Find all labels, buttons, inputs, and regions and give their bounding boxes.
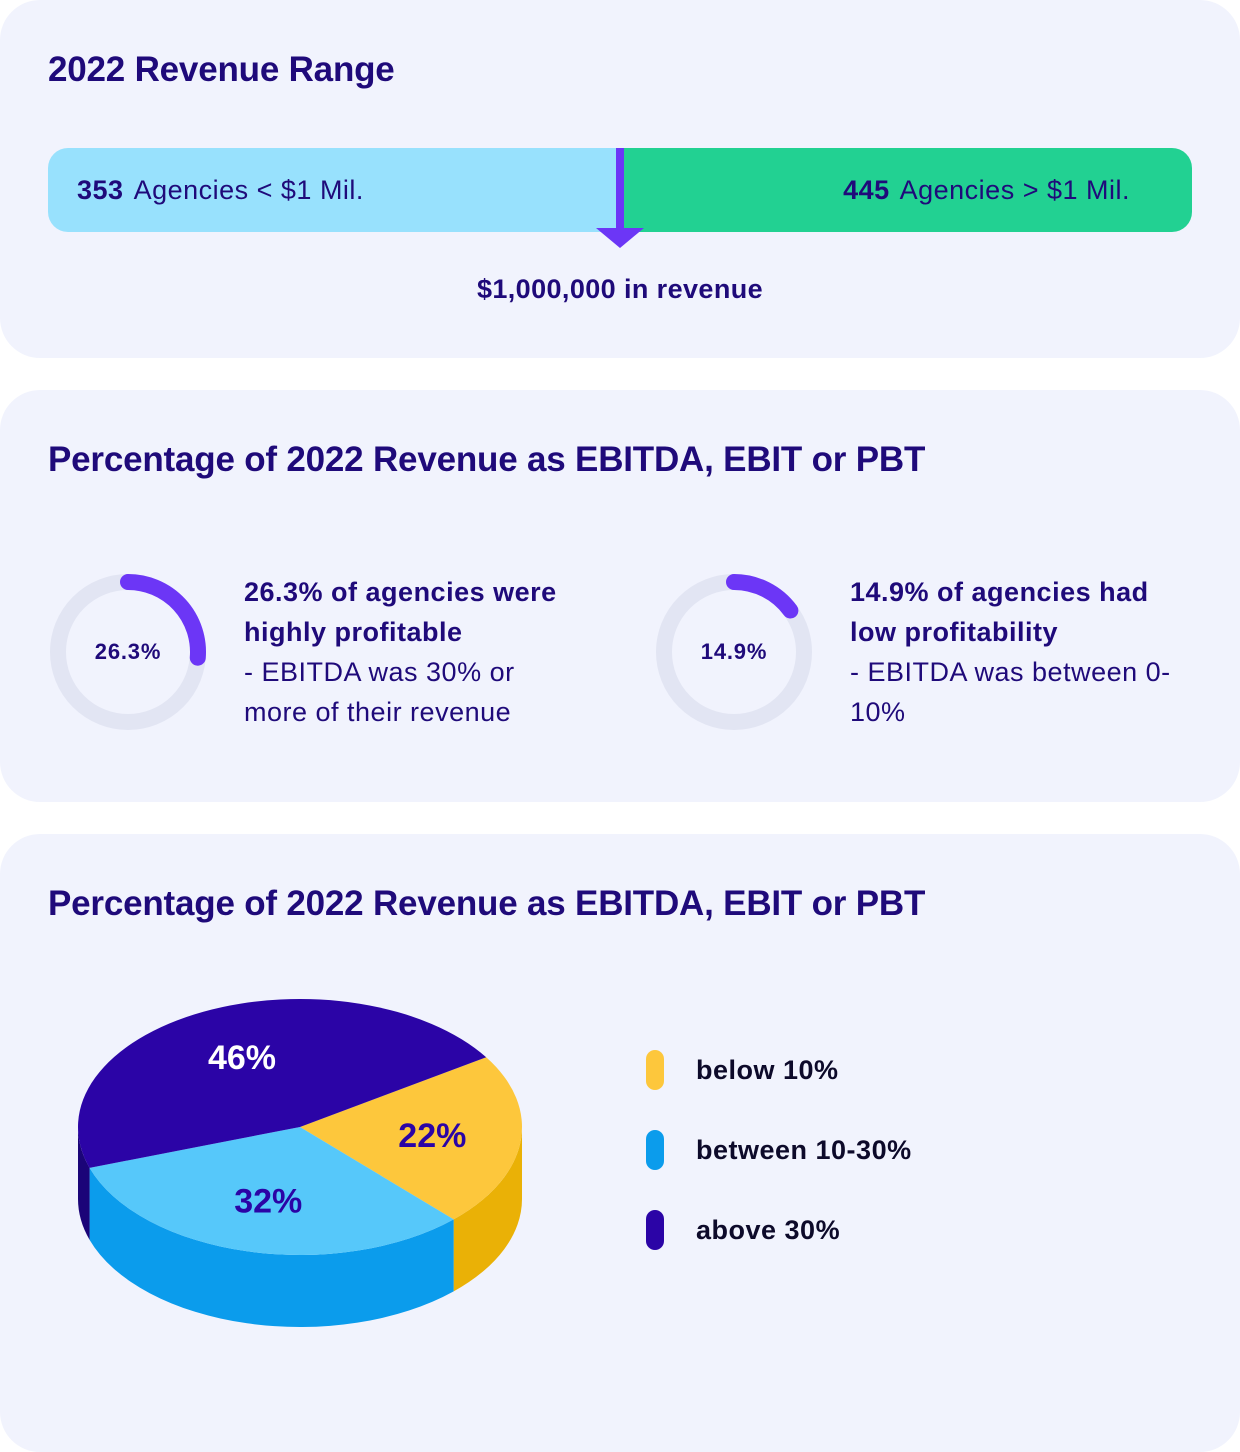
pie-slice-below-10 (300, 1057, 523, 1220)
donut-high-arc (120, 574, 206, 666)
legend-label-above-30: above 30% (696, 1214, 841, 1245)
range-above-text: Agencies > $1 Mil. (899, 174, 1130, 205)
legend-swatch-above-30 (646, 1210, 664, 1250)
pie-slice-between-10-30 (89, 1127, 454, 1255)
range-above-count: 445 (843, 174, 890, 205)
donut-low-value: 14.9% (700, 639, 768, 664)
legend-swatch-between-10-30 (646, 1130, 664, 1170)
threshold-arrow-icon (596, 228, 644, 248)
range-segment-below: 353 Agencies < $1 Mil. (48, 148, 620, 232)
revenue-range-title: 2022 Revenue Range (48, 50, 395, 89)
threshold-marker-line (616, 148, 624, 232)
stat-high-description: - EBITDA was 30% or more of their revenu… (244, 657, 515, 727)
pie-side-below-10 (453, 1127, 522, 1292)
profitability-title: Percentage of 2022 Revenue as EBITDA, EB… (48, 440, 926, 479)
donut-chart-low: 14.9% (654, 572, 814, 732)
donut-chart-high: 26.3% (48, 572, 208, 732)
profitability-card (0, 390, 1240, 802)
stat-low-description: - EBITDA was between 0-10% (850, 657, 1171, 727)
pie-label-below-10: 22% (398, 1117, 466, 1155)
pie-side-between-10-30 (89, 1167, 454, 1327)
legend-item-above-30: above 30% (646, 1210, 1066, 1250)
legend-item-between-10-30: between 10-30% (646, 1130, 1066, 1170)
pie-slice-above-30 (77, 998, 487, 1168)
pie-chart: 22% 32% 46% (77, 998, 523, 1327)
revenue-range-bar: 353 Agencies < $1 Mil. 445 Agencies > $1… (48, 148, 1192, 232)
pie-label-above-30: 46% (208, 1039, 276, 1077)
donut-low-svg (656, 574, 812, 730)
distribution-title: Percentage of 2022 Revenue as EBITDA, EB… (48, 884, 926, 923)
legend-swatch-below-10 (646, 1050, 664, 1090)
stat-low-text: 14.9% of agencies had low profitability … (850, 572, 1190, 732)
donut-low-arc (726, 574, 799, 619)
stat-high-headline: 26.3% of agencies were highly profitable (244, 577, 557, 647)
legend-item-below-10: below 10% (646, 1050, 1066, 1090)
pie-side-above-30 (78, 1127, 90, 1240)
donut-high-svg (50, 574, 206, 730)
range-below-text: Agencies < $1 Mil. (133, 174, 364, 205)
legend-label-below-10: below 10% (696, 1054, 839, 1085)
stat-low-headline: 14.9% of agencies had low profitability (850, 577, 1149, 647)
donut-high-value: 26.3% (94, 639, 162, 664)
pie-label-between-10-30: 32% (234, 1183, 302, 1221)
threshold-label: $1,000,000 in revenue (476, 274, 764, 304)
range-below-count: 353 (77, 174, 124, 205)
stat-high-text: 26.3% of agencies were highly profitable… (244, 572, 584, 732)
legend-label-between-10-30: between 10-30% (696, 1134, 912, 1165)
range-segment-above: 445 Agencies > $1 Mil. (620, 148, 1192, 232)
